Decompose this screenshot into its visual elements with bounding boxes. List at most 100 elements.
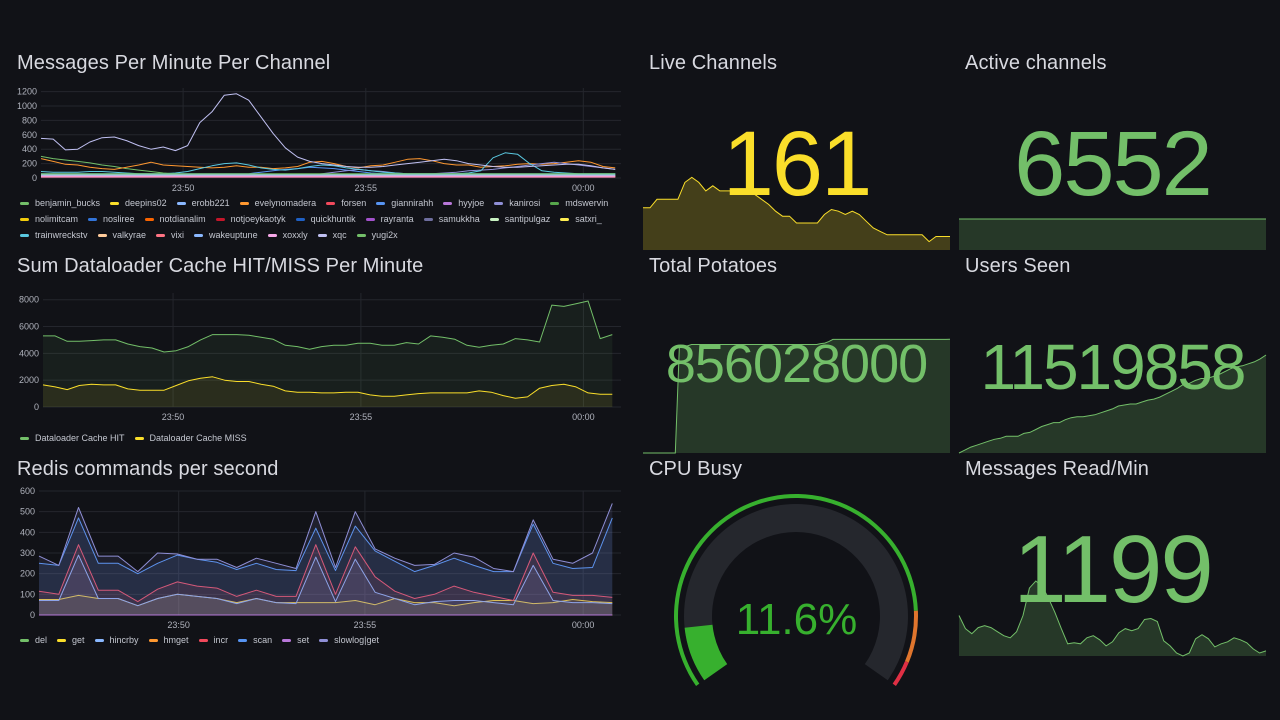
legend-swatch bbox=[489, 217, 499, 221]
legend-label: giannirahh bbox=[391, 198, 434, 208]
sparkline-line bbox=[958, 354, 1267, 454]
legend-item[interactable]: nolimitcam bbox=[20, 214, 78, 224]
legend-swatch bbox=[239, 201, 249, 205]
legend-label: santipulgaz bbox=[504, 214, 551, 224]
legend-item[interactable]: rayranta bbox=[365, 214, 414, 224]
legend-label: forsen bbox=[341, 198, 367, 208]
y-tick-label: 6000 bbox=[19, 322, 39, 332]
legend-item[interactable]: Dataloader Cache MISS bbox=[134, 433, 247, 443]
legend-label: rayranta bbox=[380, 214, 414, 224]
stat-value: 161 bbox=[722, 113, 873, 215]
panel-messages-per-minute: Messages Per Minute Per Channel 0 200 400 6… bbox=[17, 52, 629, 247]
stat-value: 6552 bbox=[1014, 113, 1213, 215]
legend-item[interactable]: forsen bbox=[326, 198, 366, 208]
legend-item[interactable]: Dataloader Cache HIT bbox=[20, 433, 125, 443]
legend-item[interactable]: del bbox=[20, 635, 47, 645]
legend-label: Dataloader Cache MISS bbox=[149, 433, 247, 443]
legend-swatch bbox=[267, 233, 277, 237]
y-tick-label: 2000 bbox=[19, 375, 39, 385]
panel-title[interactable]: Users Seen bbox=[965, 255, 1071, 277]
legend-swatch bbox=[110, 201, 120, 205]
panel-title[interactable]: CPU Busy bbox=[649, 458, 743, 480]
legend-label: mdswervin bbox=[565, 198, 609, 208]
legend-item[interactable]: vixi bbox=[156, 230, 184, 240]
legend-swatch bbox=[443, 201, 453, 205]
legend-item[interactable]: samukkha bbox=[423, 214, 480, 224]
legend-label: quickhuntik bbox=[310, 214, 356, 224]
legend-label: xqc bbox=[332, 230, 347, 240]
legend-item[interactable]: benjamin_bucks bbox=[20, 198, 100, 208]
legend-item[interactable]: erobb221 bbox=[176, 198, 230, 208]
series-line-hincrby bbox=[39, 554, 613, 607]
legend-label: vixi bbox=[171, 230, 185, 240]
panel-title[interactable]: Sum Dataloader Cache HIT/MISS Per Minute bbox=[17, 255, 424, 277]
panel-cpu-busy: CPU Busy 11.6% bbox=[643, 458, 950, 686]
legend-label: evelynomadera bbox=[254, 198, 317, 208]
legend-item[interactable]: nosliree bbox=[88, 214, 135, 224]
panel-title[interactable]: Messages Per Minute Per Channel bbox=[17, 52, 331, 74]
legend-label: incr bbox=[213, 635, 229, 645]
series-area-Dataloader-Cache-MISS bbox=[43, 376, 613, 407]
series-area-scan bbox=[39, 517, 613, 615]
gauge-value: 11.6% bbox=[735, 595, 858, 644]
legend-swatch bbox=[57, 638, 67, 642]
legend-item[interactable]: scan bbox=[238, 635, 272, 645]
legend-item[interactable]: valkyrae bbox=[97, 230, 146, 240]
legend-swatch bbox=[94, 638, 104, 642]
legend-item[interactable]: incr bbox=[198, 635, 229, 645]
legend-item[interactable]: trainwreckstv bbox=[20, 230, 88, 240]
x-tick-label: 23:50 bbox=[162, 412, 185, 422]
panel-messages-read: Messages Read/Min 1199 bbox=[958, 458, 1267, 657]
legend-item[interactable]: santipulgaz bbox=[489, 214, 551, 224]
series-area-incr bbox=[39, 544, 613, 615]
y-tick-label: 400 bbox=[20, 527, 35, 537]
gauge-threshold-band bbox=[905, 610, 918, 663]
y-tick-label: 600 bbox=[22, 130, 37, 140]
y-tick-label: 500 bbox=[20, 507, 35, 517]
legend-item[interactable]: satxri_ bbox=[560, 214, 602, 224]
sparkline-area bbox=[643, 177, 950, 250]
legend-item[interactable]: evelynomadera bbox=[239, 198, 317, 208]
legend-item[interactable]: slowlog|get bbox=[319, 635, 379, 645]
legend-swatch bbox=[550, 201, 560, 205]
legend-item[interactable]: get bbox=[57, 635, 85, 645]
legend-swatch bbox=[20, 233, 29, 237]
legend-item[interactable]: xqc bbox=[317, 230, 347, 240]
legend-item[interactable]: giannirahh bbox=[376, 198, 433, 208]
y-tick-label: 200 bbox=[22, 159, 37, 169]
legend-swatch bbox=[20, 638, 29, 642]
y-tick-label: 8000 bbox=[19, 295, 39, 305]
legend-item[interactable]: yugi2x bbox=[356, 230, 398, 240]
legend-item[interactable]: kanirosi bbox=[494, 198, 540, 208]
legend-item[interactable]: hyyjoe bbox=[443, 198, 484, 208]
legend-item[interactable]: wakeuptune bbox=[194, 230, 258, 240]
legend-item[interactable]: deepins02 bbox=[110, 198, 167, 208]
cpu-gauge bbox=[674, 494, 918, 686]
legend-swatch bbox=[144, 217, 154, 221]
legend-item[interactable]: notjoeykaotyk bbox=[215, 214, 286, 224]
y-tick-label: 1200 bbox=[17, 87, 37, 97]
legend: benjamin_bucks deepins02 erobb221 evelynoma… bbox=[20, 198, 630, 240]
panel-title[interactable]: Active channels bbox=[965, 52, 1107, 74]
legend-item[interactable]: xoxxly bbox=[267, 230, 308, 240]
active-channels-sparkline bbox=[959, 218, 1266, 250]
series-area-slowlog-get bbox=[39, 503, 613, 615]
panel-total-potatoes: Total Potatoes 856028000 bbox=[643, 255, 951, 454]
y-tick-label: 0 bbox=[30, 610, 35, 620]
legend-item[interactable]: hincrby bbox=[94, 635, 139, 645]
panel-title[interactable]: Redis commands per second bbox=[17, 458, 279, 480]
legend-swatch bbox=[148, 638, 158, 642]
gauge-track bbox=[684, 504, 908, 681]
legend-label: yugi2x bbox=[371, 230, 398, 240]
panel-title[interactable]: Total Potatoes bbox=[649, 255, 778, 277]
legend-label: samukkha bbox=[438, 214, 480, 224]
x-tick-label: 23:50 bbox=[172, 183, 195, 193]
panel-title[interactable]: Live Channels bbox=[649, 52, 778, 74]
legend-item[interactable]: mdswervin bbox=[550, 198, 608, 208]
legend-item[interactable]: quickhuntik bbox=[295, 214, 356, 224]
legend-item[interactable]: notdianalim bbox=[144, 214, 206, 224]
panel-title[interactable]: Messages Read/Min bbox=[965, 458, 1150, 480]
legend-item[interactable]: hmget bbox=[148, 635, 189, 645]
sparkline-area bbox=[959, 355, 1266, 453]
legend-item[interactable]: set bbox=[282, 635, 309, 645]
